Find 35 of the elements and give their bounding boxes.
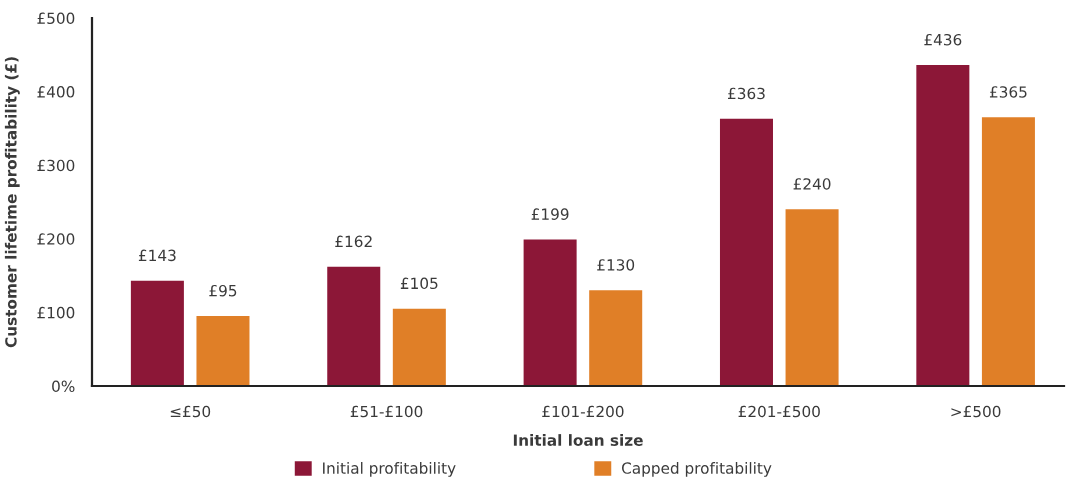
x-tick-label: £201-£500 bbox=[738, 405, 820, 418]
data-label: £130 bbox=[597, 259, 635, 271]
y-tick-label: 0% bbox=[52, 380, 75, 393]
x-tick-label: £51-£100 bbox=[350, 405, 423, 418]
y-tick-label: £300 bbox=[37, 159, 75, 172]
y-tick-label: £400 bbox=[37, 86, 75, 98]
x-axis-title: Initial loan size bbox=[513, 434, 643, 446]
data-label: £162 bbox=[335, 235, 372, 248]
y-axis-title: Customer lifetime profitability (£) bbox=[4, 57, 20, 348]
data-label: £95 bbox=[209, 284, 237, 297]
data-label: £143 bbox=[138, 249, 176, 262]
x-tick-label: >£500 bbox=[951, 405, 1001, 418]
bar bbox=[392, 308, 446, 386]
data-label: £199 bbox=[531, 208, 569, 220]
y-tick-label: £100 bbox=[37, 306, 75, 319]
legend-label: Capped profitability bbox=[621, 462, 772, 477]
y-tick-label: £500 bbox=[37, 12, 75, 25]
bar bbox=[916, 65, 970, 386]
data-label: £240 bbox=[793, 178, 831, 190]
x-tick-label: ≤£50 bbox=[170, 405, 211, 418]
x-tick-label: £101-£200 bbox=[542, 405, 624, 418]
bar bbox=[130, 280, 184, 386]
data-label: £363 bbox=[728, 87, 765, 100]
bar bbox=[196, 316, 250, 386]
y-tick-label: £200 bbox=[37, 233, 75, 245]
data-label: £105 bbox=[400, 277, 438, 290]
bar bbox=[719, 118, 773, 386]
bar bbox=[785, 209, 839, 386]
data-label: £365 bbox=[989, 86, 1027, 98]
bar bbox=[981, 117, 1035, 386]
bar bbox=[523, 239, 577, 386]
data-label: £436 bbox=[924, 33, 962, 46]
legend-label: Initial profitability bbox=[323, 462, 456, 477]
bar bbox=[327, 266, 381, 386]
bar bbox=[589, 290, 643, 386]
